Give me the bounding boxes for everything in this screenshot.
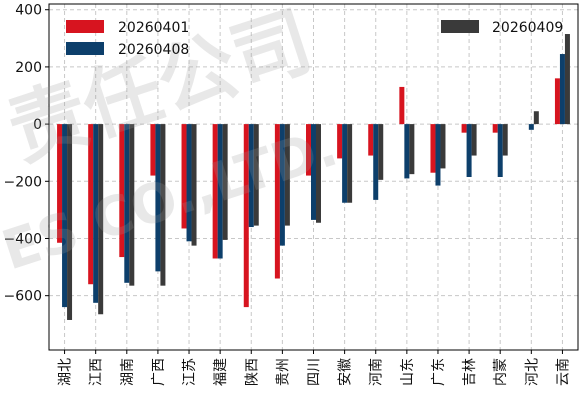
y-axis: −600 −400 −200 0 200 400 — [4, 3, 49, 305]
bar-湖北-20260401 — [57, 124, 63, 243]
x-tick-label-江苏: 江苏 — [182, 358, 198, 386]
bar-福建-20260409 — [222, 124, 228, 240]
legend-label-20260401: 20260401 — [118, 20, 189, 36]
bar-江西-20260409 — [98, 124, 104, 315]
legend-left: 20260401 20260408 — [66, 20, 189, 58]
x-tick-label-陕西: 陕西 — [244, 358, 260, 386]
bar-湖北-20260409 — [67, 124, 73, 320]
y-tick-label: 400 — [15, 3, 42, 19]
y-tick-label: −200 — [4, 174, 42, 190]
bar-福建-20260408 — [217, 124, 223, 259]
bar-山东-20260401 — [399, 86, 405, 125]
x-tick-label-安徽: 安徽 — [338, 358, 354, 386]
x-tick-label-四川: 四川 — [307, 358, 323, 386]
bar-贵州-20260401 — [274, 124, 280, 279]
y-tick-label: 0 — [33, 117, 42, 133]
bar-陕西-20260408 — [248, 124, 254, 228]
bar-内蒙-20260409 — [502, 124, 508, 156]
bar-广东-20260409 — [440, 124, 446, 169]
bar-江西-20260408 — [93, 124, 99, 303]
x-tick-label-湖北: 湖北 — [58, 358, 74, 386]
bar-河南-20260401 — [368, 124, 374, 156]
x-axis: 湖北 江西 湖南 广西 江苏 福建 陕西 贵州 四川 安徽 河南 山东 广东 吉林 内蒙 河北 云南 — [58, 350, 571, 386]
bar-湖北-20260408 — [62, 124, 68, 308]
bar-河北-20260409 — [533, 111, 539, 125]
bar-安徽-20260408 — [342, 124, 348, 203]
x-tick-label-河北: 河北 — [524, 358, 540, 386]
bar-陕西-20260401 — [243, 124, 249, 308]
bar-云南-20260409 — [564, 34, 570, 125]
bar-贵州-20260409 — [284, 124, 290, 226]
bar-四川-20260401 — [306, 124, 311, 176]
bar-安徽-20260409 — [347, 124, 353, 203]
bar-贵州-20260408 — [279, 124, 285, 246]
bar-安徽-20260401 — [337, 124, 343, 159]
x-tick-label-江西: 江西 — [89, 358, 105, 386]
bar-陕西-20260409 — [253, 124, 259, 226]
bar-四川-20260408 — [311, 124, 316, 220]
x-tick-label-山东: 山东 — [400, 358, 416, 386]
bar-江苏-20260401 — [181, 124, 187, 229]
bar-江苏-20260408 — [186, 124, 192, 242]
bar-广西-20260408 — [155, 124, 161, 272]
y-tick-label: −600 — [4, 289, 42, 305]
bar-江苏-20260409 — [191, 124, 197, 246]
bar-江西-20260401 — [88, 124, 94, 285]
bar-山东-20260408 — [404, 124, 410, 179]
x-tick-label-云南: 云南 — [555, 358, 571, 386]
legend-swatch-20260401 — [66, 20, 104, 33]
bar-内蒙-20260401 — [492, 124, 498, 133]
x-tick-label-福建: 福建 — [213, 358, 229, 386]
legend-right: 20260409 — [441, 20, 563, 36]
bar-河北-20260408 — [528, 124, 534, 130]
x-tick-label-广西: 广西 — [151, 358, 167, 386]
bar-湖南-20260409 — [129, 124, 135, 286]
bar-吉林-20260408 — [466, 124, 472, 177]
x-tick-label-湖南: 湖南 — [120, 358, 136, 386]
bar-吉林-20260409 — [471, 124, 477, 156]
bar-吉林-20260401 — [461, 124, 467, 133]
bar-广西-20260401 — [150, 124, 156, 176]
x-tick-label-内蒙: 内蒙 — [493, 358, 509, 386]
bar-云南-20260401 — [554, 78, 560, 125]
y-tick-label: 200 — [15, 60, 42, 76]
bar-内蒙-20260408 — [497, 124, 503, 177]
bar-河南-20260408 — [373, 124, 379, 200]
bar-山东-20260409 — [409, 124, 415, 175]
x-tick-label-广东: 广东 — [431, 358, 447, 386]
legend-swatch-20260408 — [66, 42, 104, 55]
bar-湖南-20260408 — [124, 124, 130, 283]
bar-广东-20260408 — [435, 124, 441, 186]
bar-广东-20260401 — [430, 124, 436, 173]
bars — [57, 34, 570, 320]
bar-湖南-20260401 — [119, 124, 125, 258]
x-tick-label-吉林: 吉林 — [462, 358, 478, 386]
y-tick-label: −400 — [4, 231, 42, 247]
bar-四川-20260409 — [316, 124, 321, 223]
bar-河南-20260409 — [378, 124, 384, 180]
bar-广西-20260409 — [160, 124, 166, 286]
x-tick-label-贵州: 贵州 — [275, 358, 291, 386]
bar-福建-20260401 — [212, 124, 218, 259]
legend-label-20260409: 20260409 — [492, 20, 563, 36]
x-tick-label-河南: 河南 — [369, 358, 385, 386]
bar-云南-20260408 — [559, 54, 565, 125]
legend-swatch-20260409 — [441, 20, 479, 33]
legend-label-20260408: 20260408 — [118, 42, 189, 58]
